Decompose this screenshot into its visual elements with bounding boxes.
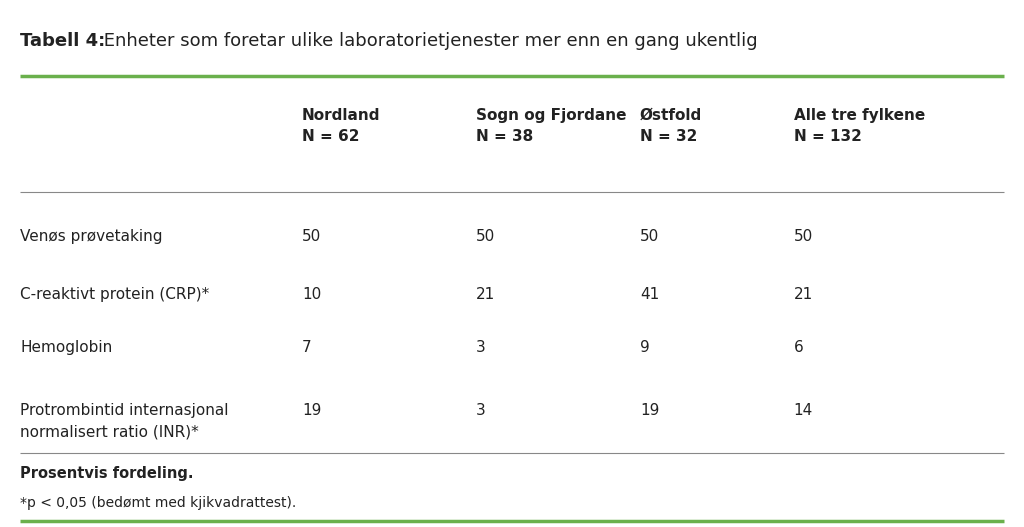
Text: Østfold
N = 32: Østfold N = 32 (640, 108, 702, 144)
Text: Prosentvis fordeling.: Prosentvis fordeling. (20, 466, 194, 481)
Text: 14: 14 (794, 403, 813, 418)
Text: Sogn og Fjordane
N = 38: Sogn og Fjordane N = 38 (476, 108, 627, 144)
Text: 10: 10 (302, 287, 322, 302)
Text: Nordland
N = 62: Nordland N = 62 (302, 108, 381, 144)
Text: 7: 7 (302, 340, 311, 355)
Text: 21: 21 (794, 287, 813, 302)
Text: 19: 19 (640, 403, 659, 418)
Text: *p < 0,05 (bedømt med kjikvadrattest).: *p < 0,05 (bedømt med kjikvadrattest). (20, 496, 297, 511)
Text: C-reaktivt protein (CRP)*: C-reaktivt protein (CRP)* (20, 287, 210, 302)
Text: 3: 3 (476, 403, 486, 418)
Text: Venøs prøvetaking: Venøs prøvetaking (20, 229, 163, 244)
Text: 19: 19 (302, 403, 322, 418)
Text: 6: 6 (794, 340, 804, 355)
Text: 50: 50 (640, 229, 659, 244)
Text: Protrombintid internasjonal
normalisert ratio (INR)*: Protrombintid internasjonal normalisert … (20, 403, 229, 439)
Text: 3: 3 (476, 340, 486, 355)
Text: 9: 9 (640, 340, 650, 355)
Text: 21: 21 (476, 287, 496, 302)
Text: Enheter som foretar ulike laboratorietjenester mer enn en gang ukentlig: Enheter som foretar ulike laboratorietje… (98, 32, 758, 50)
Text: Tabell 4:: Tabell 4: (20, 32, 105, 50)
Text: 41: 41 (640, 287, 659, 302)
Text: Alle tre fylkene
N = 132: Alle tre fylkene N = 132 (794, 108, 925, 144)
Text: 50: 50 (476, 229, 496, 244)
Text: Hemoglobin: Hemoglobin (20, 340, 113, 355)
Text: 50: 50 (794, 229, 813, 244)
Text: 50: 50 (302, 229, 322, 244)
